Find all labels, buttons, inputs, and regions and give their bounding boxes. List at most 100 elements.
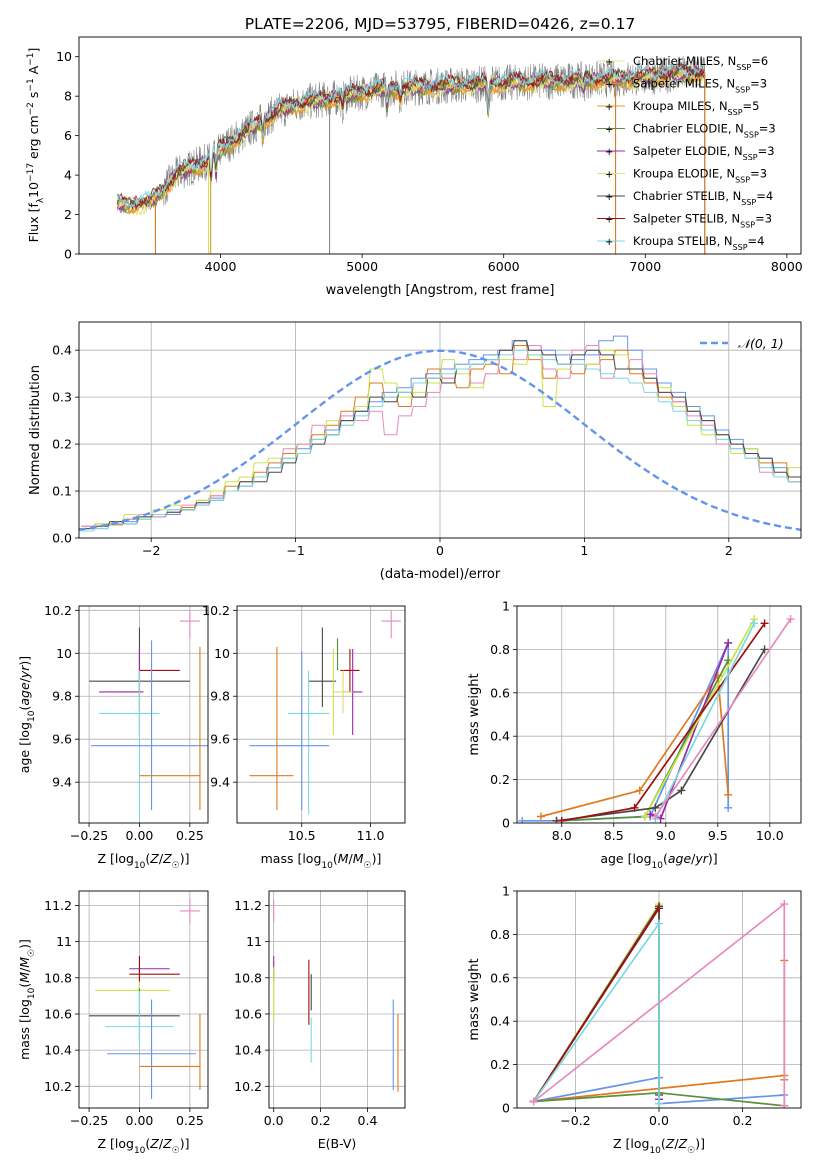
y-tick-label: 0.4 bbox=[52, 343, 72, 358]
x-axis-label-part: )] bbox=[695, 1136, 705, 1151]
legend-suffix: =3 bbox=[759, 122, 776, 136]
weight-marker bbox=[655, 904, 663, 913]
y-tick-label: 0.8 bbox=[490, 642, 510, 657]
x-tick-label: 1 bbox=[580, 543, 588, 558]
x-tick-label: 0.25 bbox=[176, 828, 204, 843]
chart-mass-vs-ebv: 0.0 0.2 0.4 10.2 10.4 10.6 10.8 11 11.2 bbox=[234, 890, 406, 1128]
legend-marker: + bbox=[605, 80, 613, 91]
weight-line bbox=[540, 672, 730, 818]
y-tick-label: 10.6 bbox=[44, 1006, 72, 1021]
legend-sub: SSP bbox=[741, 198, 756, 207]
x-axis-label-part: / bbox=[349, 851, 354, 866]
legend-label: Chabrier ELODIE, N bbox=[633, 122, 744, 136]
legend-marker: + bbox=[605, 170, 613, 181]
legend-sub: SSP bbox=[744, 130, 759, 139]
x-axis-label-part: )] bbox=[180, 851, 190, 866]
x-axis-label-part: age [log bbox=[600, 851, 651, 866]
x-tick-label: −0.25 bbox=[70, 1113, 108, 1128]
legend-marker: + bbox=[605, 102, 613, 113]
x-axis-label-part: ( bbox=[333, 851, 338, 866]
y-tick-label: 0.0 bbox=[52, 531, 72, 546]
x-tick-label: 10.0 bbox=[756, 828, 784, 843]
weight-marker bbox=[635, 786, 644, 795]
y-axis-label: Normed distribution bbox=[28, 365, 43, 495]
y-axis-label-part: ( bbox=[17, 983, 32, 988]
y-tick-label: 0 bbox=[64, 247, 72, 262]
y-axis-label-part: s bbox=[26, 92, 41, 103]
plot-area bbox=[517, 891, 801, 1108]
legend-sub: SSP bbox=[735, 85, 750, 94]
y-tick-label: 9.6 bbox=[210, 732, 230, 747]
x-tick-label: 0.2 bbox=[733, 1113, 753, 1128]
x-tick-label: 11.0 bbox=[357, 828, 385, 843]
x-axis-label-part: Z bbox=[665, 1136, 675, 1151]
x-axis-label-part: )] bbox=[372, 851, 382, 866]
x-tick-label: −0.2 bbox=[560, 1113, 590, 1128]
x-axis-label-part: yr bbox=[694, 851, 708, 866]
x-axis-label-part: ( bbox=[145, 1136, 150, 1151]
model-spectrum-line bbox=[116, 63, 705, 208]
y-tick-label: 2 bbox=[64, 207, 72, 222]
y-axis-label-part: 10 bbox=[26, 182, 41, 198]
legend-entry: Chabrier MILES, NSSP=6 bbox=[633, 54, 768, 72]
y-axis-label-part: age [log bbox=[17, 722, 32, 773]
chart-weight-vs-Z: −0.2 0.0 0.200.20.40.60.81Z [log10(Z/Z☉)]m… bbox=[467, 884, 802, 1156]
y-axis-label-part: −1 bbox=[26, 53, 36, 66]
x-tick-label: −1 bbox=[286, 543, 304, 558]
weight-marker bbox=[518, 816, 527, 823]
x-axis-label-part: M bbox=[338, 851, 349, 866]
weight-line bbox=[532, 907, 660, 1102]
y-tick-label: 9.6 bbox=[52, 732, 72, 747]
x-tick-label: 9.5 bbox=[708, 828, 728, 843]
y-axis-label-part: −2 bbox=[26, 102, 36, 115]
y-axis-label: age [log10(age/yr)] bbox=[17, 656, 37, 773]
y-axis-label-part: ☉ bbox=[27, 949, 37, 957]
legend-entry: Salpeter STELIB, NSSP=3 bbox=[633, 212, 772, 230]
x-axis-label-part: )] bbox=[180, 1136, 190, 1151]
x-axis-label-part: mass [log bbox=[261, 851, 322, 866]
x-axis-label-part: Z bbox=[678, 1136, 688, 1151]
legend-suffix: =4 bbox=[756, 189, 773, 203]
weight-marker bbox=[760, 645, 769, 654]
x-axis-label-part: 10 bbox=[321, 861, 333, 871]
y-tick-label: 0.6 bbox=[490, 970, 510, 985]
plot-area bbox=[79, 891, 208, 1108]
weight-marker bbox=[646, 810, 655, 819]
histogram-step bbox=[81, 345, 801, 527]
x-tick-label: −0.25 bbox=[70, 828, 108, 843]
axes-frame bbox=[78, 605, 209, 824]
legend-marker: + bbox=[605, 125, 613, 136]
x-axis-label-part: Z bbox=[162, 1136, 172, 1151]
axes-frame bbox=[268, 890, 406, 1109]
x-axis-label: mass [log10(M/M☉)] bbox=[261, 851, 382, 871]
y-tick-label: 11 bbox=[246, 934, 262, 949]
weight-marker bbox=[651, 812, 660, 821]
x-tick-label: 4000 bbox=[205, 259, 237, 274]
y-axis-label: Flux [fλ10−17 erg cm−2 s−1 A−1] bbox=[26, 48, 46, 243]
legend-suffix: =4 bbox=[748, 234, 765, 248]
weight-line bbox=[533, 920, 660, 1104]
y-tick-label: 1 bbox=[502, 599, 510, 614]
legend-label: Kroupa ELODIE, N bbox=[633, 167, 735, 181]
legend-sub: SSP bbox=[743, 153, 758, 162]
x-axis-label-part: / bbox=[674, 1136, 679, 1151]
weight-marker bbox=[655, 1099, 663, 1108]
plot-area bbox=[517, 606, 801, 823]
legend-marker: + bbox=[605, 147, 613, 158]
legend-suffix: =3 bbox=[750, 77, 767, 91]
y-tick-label: 0.4 bbox=[490, 729, 510, 744]
x-tick-label: 0.25 bbox=[176, 1113, 204, 1128]
y-axis-label-part: yr bbox=[17, 665, 32, 679]
x-axis-label-part: 10 bbox=[652, 861, 664, 871]
x-tick-label: 10.5 bbox=[288, 828, 316, 843]
plot-area bbox=[237, 606, 405, 823]
legend-entry: Chabrier STELIB, NSSP=4 bbox=[633, 189, 773, 207]
y-tick-label: 4 bbox=[64, 168, 72, 183]
weight-marker bbox=[677, 786, 686, 795]
axes-frame bbox=[78, 890, 209, 1109]
histogram-step bbox=[81, 345, 801, 530]
x-axis-label: Z [log10(Z/Z☉)] bbox=[97, 1136, 189, 1156]
